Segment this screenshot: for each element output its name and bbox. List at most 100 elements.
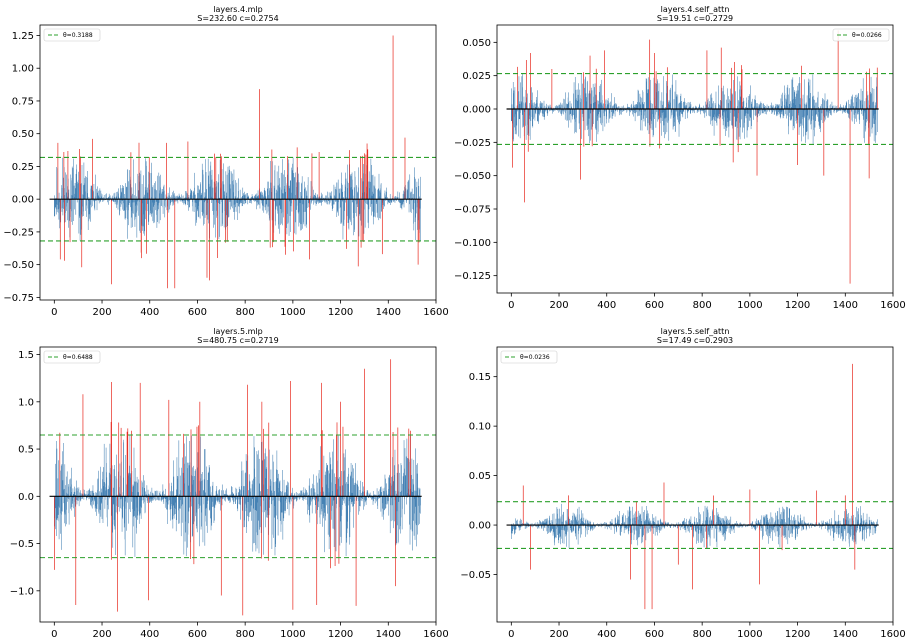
x-tick-label: 0: [508, 300, 514, 311]
y-tick-label: 0.10: [469, 422, 491, 433]
y-tick-label: 0.75: [12, 96, 34, 107]
x-tick-label: 800: [693, 300, 712, 311]
x-tick-label: 800: [693, 629, 712, 640]
x-tick-label: 1200: [785, 629, 810, 640]
y-tick-label: −0.075: [454, 205, 491, 216]
x-tick-label: 1400: [376, 307, 401, 318]
panel-subtitle: S=480.75 c=0.2719: [197, 336, 278, 345]
series: [497, 30, 893, 284]
y-tick-label: 0.25: [12, 162, 34, 173]
x-tick-label: 1000: [280, 629, 305, 640]
y-tick-label: 0.15: [469, 372, 491, 383]
exceed-bars: [57, 35, 420, 289]
x-tick-label: 0: [51, 307, 57, 318]
y-tick-label: −0.50: [3, 260, 34, 271]
y-tick-label: −1.0: [10, 586, 34, 597]
y-tick-label: 0.050: [462, 38, 491, 49]
exceed-bars: [54, 359, 411, 616]
x-tick-label: 1200: [785, 300, 810, 311]
x-tick-label: 800: [236, 307, 255, 318]
exceed-bars: [512, 30, 878, 284]
legend: θ=0.0236: [500, 350, 558, 364]
x-tick-label: 1400: [376, 629, 401, 640]
x-tick-label: 1400: [833, 300, 858, 311]
x-tick-label: 1600: [423, 307, 448, 318]
y-tick-label: 0.05: [469, 471, 491, 482]
x-tick-label: 600: [188, 307, 207, 318]
x-tick-label: 600: [645, 300, 664, 311]
x-tick-label: 1000: [737, 300, 762, 311]
x-tick-label: 1600: [880, 629, 905, 640]
x-tick-label: 400: [140, 629, 159, 640]
panel-title: layers.4.self_attn: [661, 5, 730, 14]
plot-frame: [496, 24, 894, 294]
legend-box: [43, 350, 101, 364]
legend-label: θ=0.6488: [63, 354, 93, 361]
legend-box: [500, 350, 558, 364]
panel-title: layers.5.self_attn: [661, 327, 730, 336]
legend-box: [43, 28, 101, 42]
y-tick-label: −0.125: [454, 271, 491, 282]
x-tick-label: 0: [508, 629, 514, 640]
x-tick-label: 200: [92, 307, 111, 318]
panel-subtitle: S=17.49 c=0.2903: [657, 336, 733, 345]
x-tick-label: 400: [597, 300, 616, 311]
panel-subtitle: S=19.51 c=0.2729: [657, 14, 733, 23]
legend: θ=0.6488: [43, 350, 101, 364]
y-tick-label: 0.000: [462, 105, 491, 116]
x-tick-label: 1000: [280, 307, 305, 318]
y-tick-label: 1.0: [18, 397, 34, 408]
y-tick-label: 0.00: [12, 195, 34, 206]
x-tick-label: 200: [549, 629, 568, 640]
x-tick-label: 0: [51, 629, 57, 640]
series: [40, 359, 436, 616]
y-tick-label: 0.00: [469, 521, 491, 532]
legend-label: θ=0.0236: [520, 354, 550, 361]
series: [497, 363, 893, 610]
y-tick-label: 0.5: [18, 445, 34, 456]
legend: θ=0.0266: [832, 28, 890, 42]
x-tick-label: 1400: [833, 629, 858, 640]
y-tick-label: −0.05: [460, 570, 491, 581]
series: [40, 35, 436, 289]
legend-label: θ=0.0266: [852, 32, 882, 39]
panel-title: layers.4.mlp: [213, 5, 263, 14]
x-tick-label: 1200: [328, 629, 353, 640]
panel-subtitle: S=232.60 c=0.2754: [197, 14, 278, 23]
panel-title: layers.5.mlp: [213, 327, 263, 336]
x-tick-label: 600: [188, 629, 207, 640]
y-tick-label: −0.050: [454, 171, 491, 182]
legend-box: [832, 28, 890, 42]
y-tick-label: 0.0: [18, 492, 34, 503]
plot-frame: [39, 24, 437, 301]
y-tick-label: 0.025: [462, 71, 491, 82]
y-tick-label: −0.100: [454, 238, 491, 249]
y-tick-label: 1.25: [12, 31, 34, 42]
y-tick-label: 0.50: [12, 129, 34, 140]
y-tick-label: −0.5: [10, 539, 34, 550]
x-tick-label: 1600: [880, 300, 905, 311]
x-tick-label: 400: [140, 307, 159, 318]
exceed-bars: [522, 363, 856, 610]
x-tick-label: 1200: [328, 307, 353, 318]
y-tick-label: −0.25: [3, 227, 34, 238]
plot-frame: [496, 346, 894, 623]
x-tick-label: 400: [597, 629, 616, 640]
plot-frame: [39, 346, 437, 623]
x-tick-label: 200: [549, 300, 568, 311]
y-tick-label: −0.75: [3, 293, 34, 304]
x-tick-label: 600: [645, 629, 664, 640]
legend-label: θ=0.3188: [63, 32, 93, 39]
x-tick-label: 800: [236, 629, 255, 640]
legend: θ=0.3188: [43, 28, 101, 42]
x-tick-label: 1600: [423, 629, 448, 640]
y-tick-label: −0.025: [454, 138, 491, 149]
y-tick-label: 1.5: [18, 350, 34, 361]
x-tick-label: 200: [92, 629, 111, 640]
y-tick-label: 1.00: [12, 64, 34, 75]
